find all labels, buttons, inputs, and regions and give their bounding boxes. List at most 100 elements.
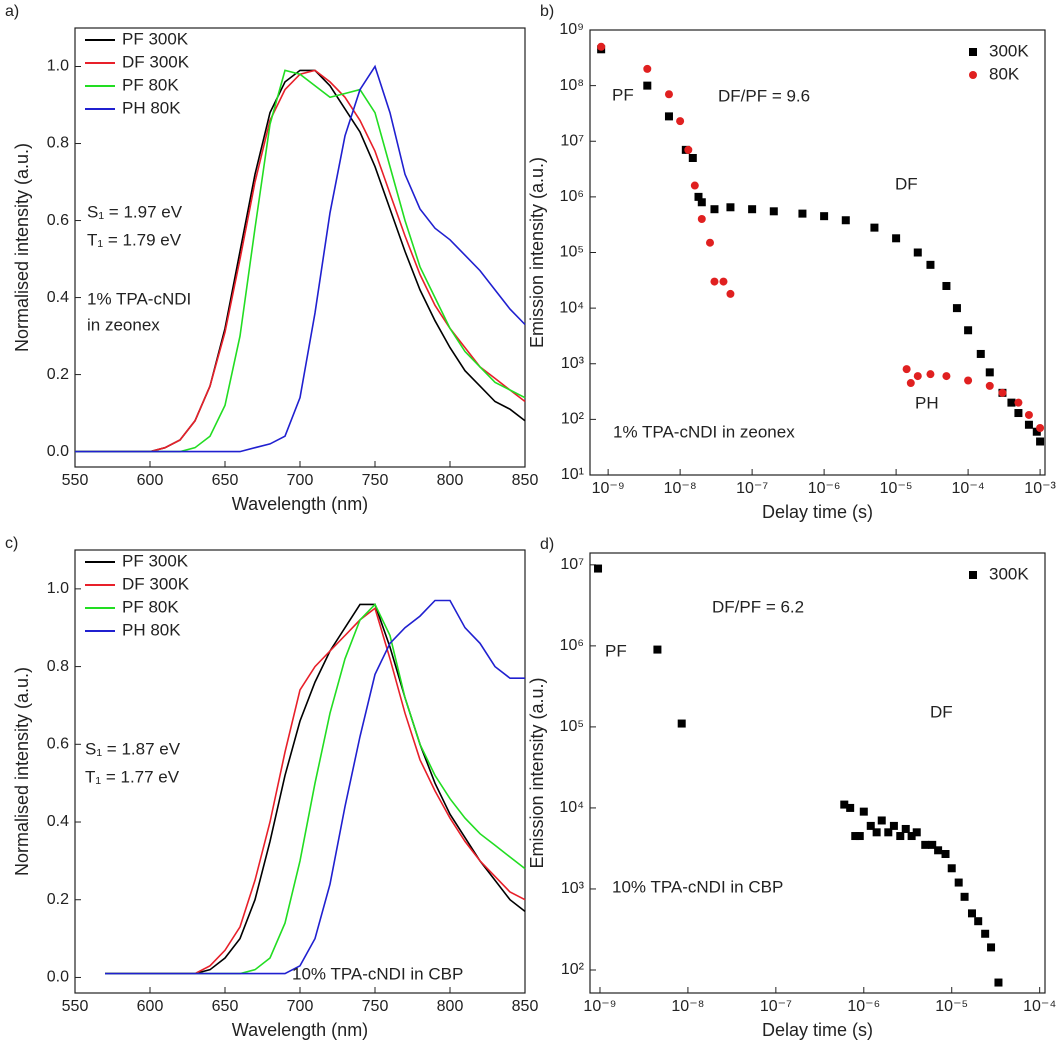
y-tick-label: 10⁵ — [560, 244, 584, 261]
point — [851, 832, 860, 841]
annotation: S₁ = 1.87 eV — [85, 739, 181, 758]
point — [981, 929, 990, 938]
y-axis-title: Normalised intensity (a.u.) — [12, 143, 32, 352]
point — [892, 234, 901, 243]
point — [643, 81, 652, 90]
point — [926, 370, 935, 379]
x-tick-label: 550 — [62, 998, 89, 1015]
series-line — [105, 603, 526, 975]
y-tick-label: 0.2 — [47, 366, 69, 383]
point — [597, 42, 606, 51]
y-tick-label: 1.0 — [47, 580, 69, 597]
point — [960, 892, 969, 901]
point — [872, 828, 881, 837]
point — [840, 800, 849, 809]
point — [964, 376, 973, 385]
point — [726, 203, 735, 212]
point — [889, 821, 898, 830]
point — [901, 824, 910, 833]
y-tick-label: 10⁸ — [559, 77, 584, 94]
point — [705, 238, 714, 247]
point — [1032, 427, 1041, 436]
y-tick-label: 10⁴ — [559, 299, 584, 316]
x-tick-label: 10⁻⁶ — [808, 480, 841, 497]
y-tick-label: 0.6 — [47, 736, 69, 753]
point — [921, 840, 930, 849]
panel-label: b) — [540, 3, 554, 20]
point — [684, 145, 693, 154]
y-tick-label: 10² — [561, 411, 585, 428]
x-axis-title: Wavelength (nm) — [232, 1020, 368, 1040]
y-tick-label: 10⁶ — [560, 188, 584, 205]
x-tick-label: 10⁻⁶ — [847, 998, 880, 1015]
point — [941, 850, 950, 859]
annotation: 1% TPA-cNDI — [87, 289, 191, 308]
y-tick-label: 0.0 — [47, 443, 69, 460]
y-tick-label: 0.0 — [47, 969, 69, 986]
series-line — [105, 606, 526, 975]
point — [1024, 420, 1033, 429]
legend-label: 300K — [989, 564, 1029, 583]
legend-label: DF 300K — [122, 52, 190, 71]
point — [846, 803, 855, 812]
x-tick-label: 10⁻⁵ — [880, 480, 913, 497]
plot-frame — [589, 552, 1046, 994]
annotation: T₁ = 1.77 eV — [85, 767, 180, 786]
point — [866, 821, 875, 830]
series-line — [105, 599, 525, 975]
point — [913, 372, 922, 381]
point — [1014, 398, 1023, 407]
x-tick-label: 550 — [62, 472, 89, 489]
point — [985, 368, 994, 377]
point — [976, 349, 985, 358]
legend-label: PF 300K — [122, 29, 189, 48]
point — [676, 117, 685, 126]
point — [664, 90, 673, 99]
y-axis-title: Normalised intensity (a.u.) — [12, 667, 32, 876]
x-tick-label: 10⁻⁴ — [1023, 998, 1056, 1015]
point — [726, 289, 735, 298]
point — [884, 828, 893, 837]
x-tick-label: 10⁻⁸ — [664, 480, 697, 497]
x-tick-label: 10⁻⁴ — [952, 480, 985, 497]
point — [913, 248, 922, 257]
point — [1007, 398, 1016, 407]
point — [820, 212, 829, 221]
point — [912, 828, 921, 837]
x-tick-label: 600 — [137, 472, 164, 489]
y-tick-label: 0.4 — [47, 289, 69, 306]
x-tick-label: 700 — [287, 998, 314, 1015]
x-tick-label: 750 — [362, 998, 389, 1015]
y-tick-label: 10⁷ — [560, 556, 584, 573]
annotation: DF/PF = 6.2 — [712, 597, 804, 616]
point — [985, 381, 994, 390]
point — [1036, 437, 1045, 446]
point — [688, 153, 697, 162]
legend-label: PH 80K — [122, 620, 181, 639]
x-tick-label: 10⁻⁸ — [671, 998, 704, 1015]
legend-swatch — [969, 71, 977, 79]
point — [928, 840, 937, 849]
y-tick-label: 10⁹ — [559, 21, 584, 38]
x-tick-label: 10⁻⁷ — [760, 998, 792, 1015]
x-tick-label: 750 — [362, 472, 389, 489]
annotation: 1% TPA-cNDI in zeonex — [613, 422, 795, 441]
annotation: 10% TPA-cNDI in CBP — [292, 964, 463, 983]
point — [653, 645, 662, 654]
legend-label: 80K — [989, 64, 1020, 83]
point — [998, 388, 1007, 397]
y-tick-label: 0.6 — [47, 212, 69, 229]
y-tick-label: 10² — [561, 961, 585, 978]
point — [769, 207, 778, 216]
point — [994, 978, 1003, 987]
x-tick-label: 10⁻⁷ — [736, 480, 768, 497]
point — [694, 192, 703, 201]
x-tick-label: 10⁻⁹ — [583, 998, 616, 1015]
panel-label: c) — [5, 535, 18, 552]
point — [859, 807, 868, 816]
x-axis-title: Delay time (s) — [762, 1020, 873, 1040]
point — [643, 64, 652, 73]
point — [677, 719, 686, 728]
point — [907, 832, 916, 841]
x-axis-title: Wavelength (nm) — [232, 494, 368, 514]
